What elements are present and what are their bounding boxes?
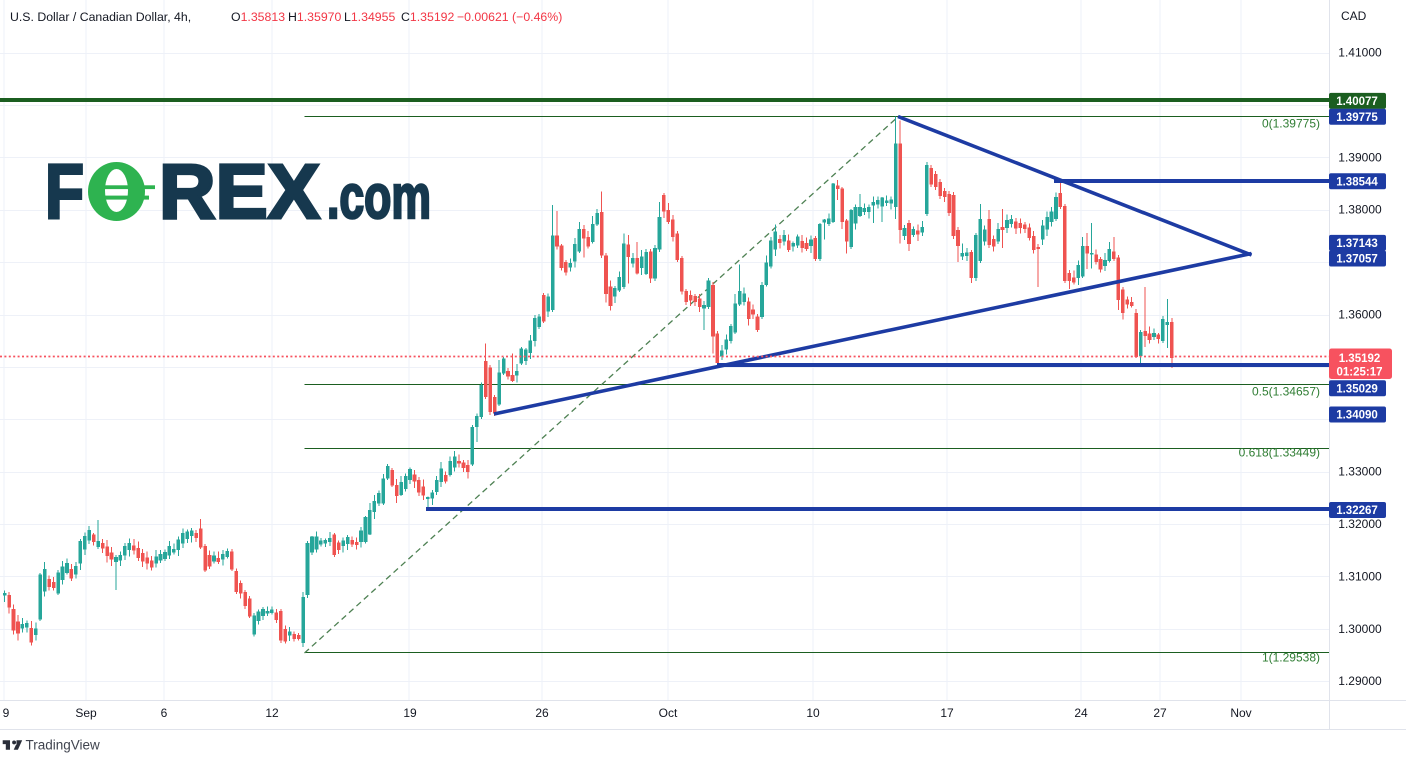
svg-text:1.32267: 1.32267 (1336, 505, 1378, 517)
svg-text:Sep: Sep (75, 706, 97, 720)
svg-text:27: 27 (1153, 706, 1167, 720)
svg-text:19: 19 (403, 706, 417, 720)
svg-text:1.36000: 1.36000 (1338, 308, 1382, 322)
svg-text:1.37057: 1.37057 (1336, 254, 1378, 266)
svg-text:CAD: CAD (1341, 9, 1367, 23)
svg-text:1.35029: 1.35029 (1336, 384, 1378, 396)
svg-text:.com: .com (327, 163, 431, 232)
svg-text:1.33000: 1.33000 (1338, 465, 1382, 479)
svg-text:−0.00621 (−0.46%): −0.00621 (−0.46%) (457, 10, 562, 24)
svg-text:Nov: Nov (1230, 706, 1251, 720)
svg-text:1.41000: 1.41000 (1338, 46, 1382, 60)
svg-text:H1.35970: H1.35970 (288, 10, 342, 24)
svg-text:24: 24 (1074, 706, 1088, 720)
svg-text:O1.35813: O1.35813 (231, 10, 285, 24)
svg-text:1.39000: 1.39000 (1338, 150, 1382, 164)
svg-text:1.38544: 1.38544 (1336, 176, 1378, 188)
svg-text:1.31000: 1.31000 (1338, 569, 1382, 583)
svg-text:6: 6 (161, 706, 168, 720)
svg-text:10: 10 (806, 706, 820, 720)
svg-text:17: 17 (940, 706, 954, 720)
svg-text:REX: REX (159, 149, 320, 235)
svg-text:1.39775: 1.39775 (1336, 112, 1378, 124)
svg-text:1.35192: 1.35192 (1339, 353, 1381, 365)
svg-text:U.S. Dollar / Canadian Dollar,: U.S. Dollar / Canadian Dollar, 4h, (10, 10, 191, 24)
svg-text:1.38000: 1.38000 (1338, 203, 1382, 217)
svg-text:1.40077: 1.40077 (1336, 96, 1378, 108)
svg-text:26: 26 (535, 706, 549, 720)
svg-text:TradingView: TradingView (26, 737, 101, 752)
svg-text:1.30000: 1.30000 (1338, 622, 1382, 636)
svg-text:0.5(1.34657): 0.5(1.34657) (1252, 385, 1320, 399)
svg-text:1.29000: 1.29000 (1338, 674, 1382, 688)
svg-text:1.34090: 1.34090 (1336, 410, 1378, 422)
svg-text:F: F (45, 149, 84, 235)
svg-text:12: 12 (265, 706, 279, 720)
svg-text:01:25:17: 01:25:17 (1336, 367, 1382, 379)
svg-text:1.32000: 1.32000 (1338, 517, 1382, 531)
svg-text:Oct: Oct (659, 706, 678, 720)
svg-text:0(1.39775): 0(1.39775) (1262, 117, 1320, 131)
svg-text:1.37143: 1.37143 (1336, 238, 1378, 250)
svg-text:9: 9 (3, 706, 10, 720)
svg-text:C1.35192: C1.35192 (401, 10, 455, 24)
svg-text:0.618(1.33449): 0.618(1.33449) (1239, 446, 1320, 460)
svg-text:L1.34955: L1.34955 (344, 10, 395, 24)
svg-text:1(1.29538): 1(1.29538) (1262, 651, 1320, 665)
